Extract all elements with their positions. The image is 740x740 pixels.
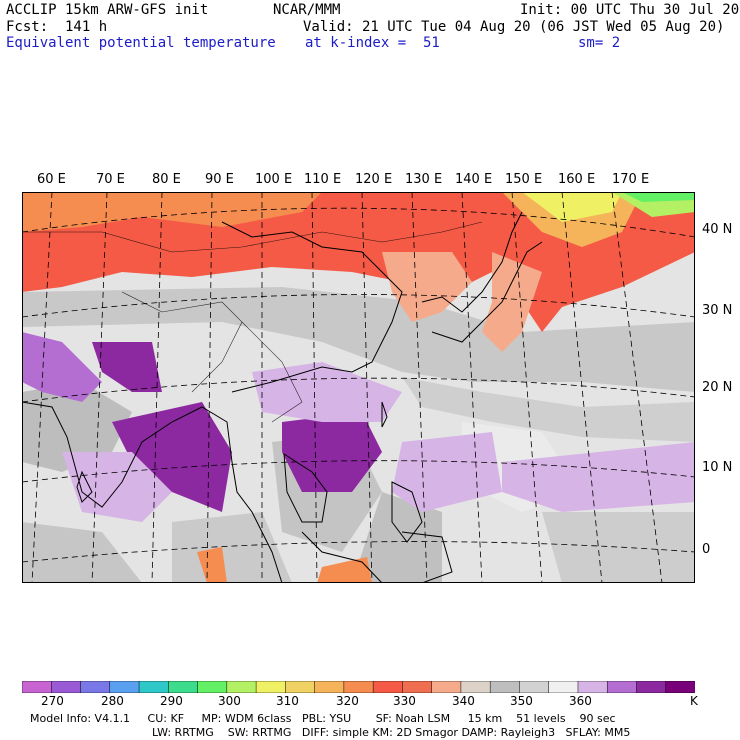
valid-time: Valid: 21 UTC Tue 04 Aug 20 (06 JST Wed … (303, 19, 725, 35)
lon-label-80e: 80 E (152, 172, 181, 187)
theta-e-map (22, 192, 695, 583)
lon-label-130e: 130 E (405, 172, 443, 187)
lat-label-40n: 40 N (702, 222, 733, 237)
warm-band (522, 192, 622, 222)
level-label: at k-index = 51 (305, 35, 440, 51)
colorbar-label-270: 270 (41, 694, 64, 708)
lat-label-30n: 30 N (702, 303, 733, 318)
colorbar-unit: K (690, 694, 698, 708)
warm-band (317, 557, 372, 583)
lon-label-170e: 170 E (612, 172, 650, 187)
colorbar-swatch (636, 681, 667, 693)
lon-label-150e: 150 E (505, 172, 543, 187)
model-info-line2: LW: RRTMG SW: RRTMG DIFF: simple KM: 2D … (152, 726, 631, 739)
model-info-line1: Model Info: V4.1.1 CU: KF MP: WDM 6class… (30, 712, 616, 725)
colorbar-swatch (255, 681, 287, 693)
gray-region (22, 287, 695, 392)
colorbar-swatch (665, 681, 695, 693)
purple-region (112, 402, 232, 512)
colorbar-label-310: 310 (276, 694, 299, 708)
gray-region (402, 377, 695, 442)
colorbar-swatch (519, 681, 550, 693)
warm-band (622, 192, 695, 202)
lon-label-120e: 120 E (355, 172, 393, 187)
lon-label-70e: 70 E (96, 172, 125, 187)
colorbar-swatch (168, 681, 199, 693)
lon-label-90e: 90 E (205, 172, 234, 187)
colorbar-swatch (138, 681, 170, 693)
colorbar-swatch (402, 681, 433, 693)
lon-label-100e: 100 E (255, 172, 293, 187)
warm-band (382, 252, 472, 322)
colorbar-swatch (606, 681, 638, 693)
colorbar (22, 681, 695, 693)
colorbar-swatch (22, 681, 53, 693)
colorbar-swatch (226, 681, 257, 693)
colorbar-label-320: 320 (336, 694, 359, 708)
forecast-hour: Fcst: 141 h (6, 19, 108, 35)
purple-region (392, 432, 502, 512)
colorbar-label-350: 350 (510, 694, 533, 708)
purple-region (282, 412, 382, 492)
graticule (22, 192, 695, 583)
colorbar-label-330: 330 (393, 694, 416, 708)
org-label: NCAR/MMM (273, 2, 341, 18)
colorbar-swatch (372, 681, 404, 693)
init-time: Init: 00 UTC Thu 30 Jul 20 (520, 2, 740, 18)
coastlines (22, 211, 543, 583)
colorbar-swatch (51, 681, 82, 693)
colorbar-swatch (577, 681, 608, 693)
lon-label-60e: 60 E (37, 172, 66, 187)
gray-region (22, 522, 142, 583)
purple-region (92, 342, 162, 392)
colorbar-label-340: 340 (452, 694, 475, 708)
colorbar-swatch (314, 681, 345, 693)
lat-label-0: 0 (702, 542, 711, 557)
lon-label-160e: 160 E (558, 172, 596, 187)
gray-region (22, 382, 132, 472)
colorbar-swatch (197, 681, 228, 693)
colorbar-swatch (431, 681, 462, 693)
lon-label-110e: 110 E (304, 172, 342, 187)
warm-band (482, 252, 542, 352)
colorbar-swatch (460, 681, 491, 693)
colorbar-swatch (109, 681, 140, 693)
colorbar-label-290: 290 (160, 694, 183, 708)
gray-region (542, 512, 695, 583)
colorbar-label-300: 300 (218, 694, 241, 708)
colorbar-swatch (343, 681, 374, 693)
colorbar-swatch (548, 681, 579, 693)
colorbar-swatch (80, 681, 111, 693)
lat-label-10n: 10 N (702, 460, 733, 475)
purple-region (62, 452, 172, 522)
lat-label-20n: 20 N (702, 380, 733, 395)
smoothing-label: sm= 2 (578, 35, 621, 51)
lon-label-140e: 140 E (455, 172, 493, 187)
colorbar-label-360: 360 (569, 694, 592, 708)
model-title: ACCLIP 15km ARW-GFS init (6, 2, 209, 18)
colorbar-label-280: 280 (101, 694, 124, 708)
purple-region (502, 442, 695, 512)
field-name: Equivalent potential temperature (6, 35, 276, 51)
colorbar-swatch (489, 681, 521, 693)
colorbar-swatch (285, 681, 316, 693)
warm-band (197, 547, 227, 583)
